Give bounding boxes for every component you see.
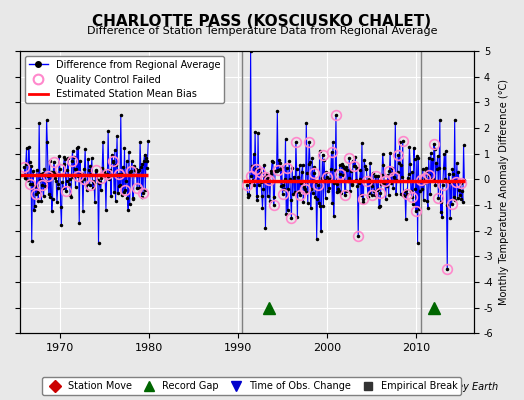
Legend: Station Move, Record Gap, Time of Obs. Change, Empirical Break: Station Move, Record Gap, Time of Obs. C… bbox=[41, 377, 462, 395]
Y-axis label: Monthly Temperature Anomaly Difference (°C): Monthly Temperature Anomaly Difference (… bbox=[499, 79, 509, 305]
Legend: Difference from Regional Average, Quality Control Failed, Estimated Station Mean: Difference from Regional Average, Qualit… bbox=[25, 56, 224, 103]
Text: Difference of Station Temperature Data from Regional Average: Difference of Station Temperature Data f… bbox=[87, 26, 437, 36]
Text: CHARLOTTE PASS (KOSCIUSKO CHALET): CHARLOTTE PASS (KOSCIUSKO CHALET) bbox=[92, 14, 432, 29]
Text: Berkeley Earth: Berkeley Earth bbox=[425, 382, 498, 392]
